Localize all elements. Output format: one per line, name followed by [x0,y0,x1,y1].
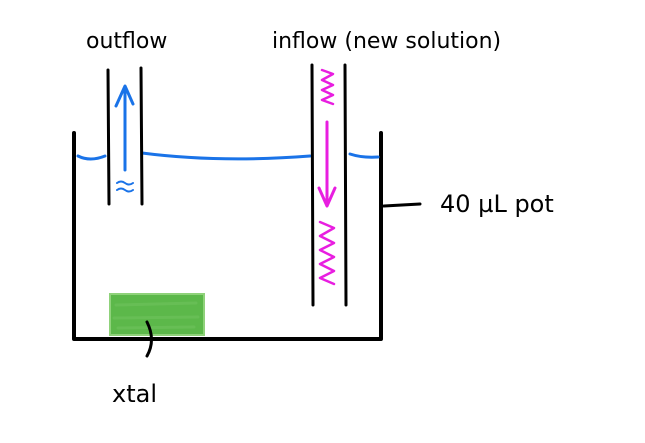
inflow-label: inflow (new solution) [272,29,501,54]
new-solution-squiggle-bottom [318,220,336,286]
crystal-label-leader [145,320,153,358]
outflow-ripple-marks [116,180,134,193]
crystal-texture [112,301,200,330]
inflow-tube-right-wall [343,63,348,307]
outflow-arrow [114,84,135,172]
crystal-label: xtal [112,380,157,408]
outflow-tube-right-wall [139,66,144,206]
outflow-label: outflow [86,29,167,54]
new-solution-squiggle-top [320,68,335,106]
inflow-tube-left-wall [310,63,315,307]
pot-outline [72,131,383,341]
pot-label-leader [382,202,422,208]
pot-volume-label: 40 µL pot [440,190,554,218]
outflow-tube-left-wall [106,68,111,206]
inflow-arrow [317,120,337,208]
water-surface-line [76,151,380,161]
